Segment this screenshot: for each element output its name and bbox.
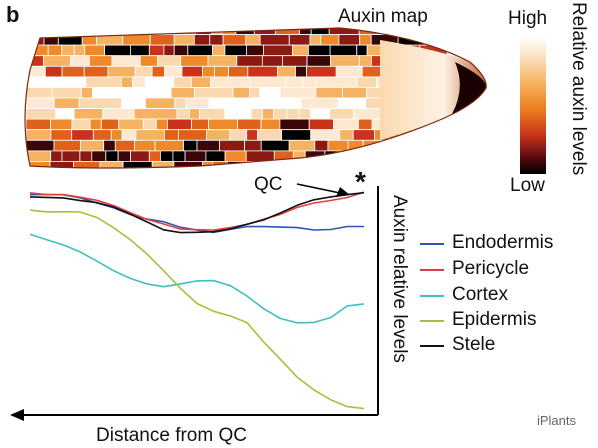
series-line-stele	[29, 191, 365, 234]
root-outline	[24, 27, 487, 169]
series-line-epidermis	[29, 209, 365, 410]
panel-letter: b	[6, 2, 20, 27]
qc-arrowhead	[336, 187, 350, 197]
x-axis-arrowhead	[10, 409, 24, 421]
legend-swatch-stele	[420, 345, 444, 347]
legend-label-stele: Stele	[452, 334, 496, 355]
colorbar-high-label: High	[508, 8, 548, 29]
series-line-pericycle	[29, 191, 365, 231]
legend-label-pericycle: Pericycle	[452, 258, 530, 279]
legend-swatch-endodermis	[420, 243, 444, 245]
root-cap	[452, 62, 487, 114]
legend-label-cortex: Cortex	[452, 284, 508, 305]
legend-swatch-cortex	[420, 295, 444, 297]
root-cells	[25, 28, 487, 168]
legend-swatch-epidermis	[420, 320, 444, 322]
y-axis-label: Auxin relative levels	[389, 195, 410, 363]
legend-label-endodermis: Endodermis	[452, 232, 554, 253]
watermark: iPlants	[536, 413, 576, 428]
series-layer	[29, 191, 365, 410]
qc-arrow-line	[296, 183, 341, 194]
qc-label: QC	[254, 174, 283, 195]
qc-star: *	[355, 166, 366, 197]
colorbar	[520, 36, 546, 174]
colorbar-low-label: Low	[510, 175, 545, 196]
auxin-map-title: Auxin map	[338, 6, 428, 27]
x-axis-label: Distance from QC	[96, 425, 247, 446]
legend-swatch-pericycle	[420, 269, 444, 271]
series-line-cortex	[29, 233, 365, 324]
colorbar-axis-label: Relative auxin levels	[568, 2, 589, 176]
legend-label-epidermis: Epidermis	[452, 309, 537, 330]
